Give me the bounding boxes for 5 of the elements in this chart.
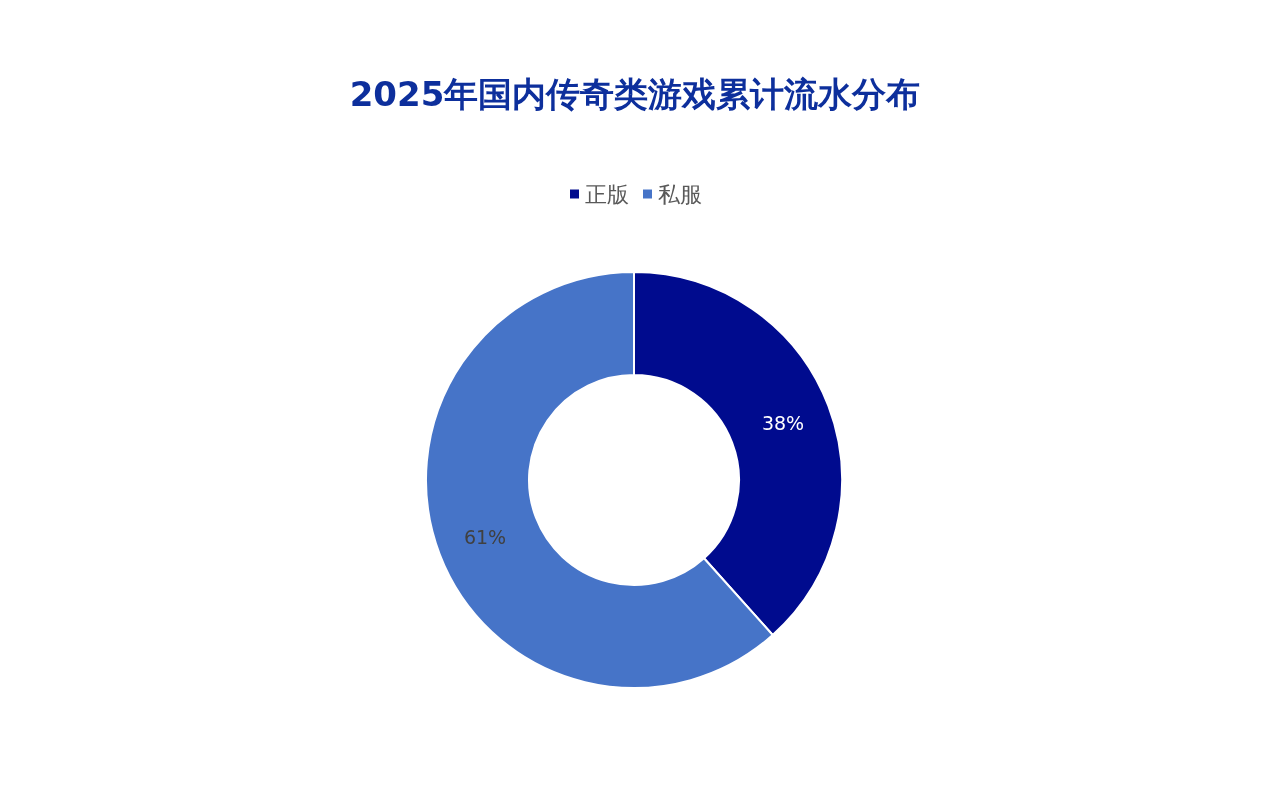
data-label: 61%	[463, 525, 507, 548]
legend-label: 私服	[658, 181, 702, 207]
chart-title: 2025年国内传奇类游戏累计流水分布	[349, 74, 921, 114]
data-label: 38%	[761, 412, 805, 435]
legend-label: 正版	[585, 181, 629, 207]
